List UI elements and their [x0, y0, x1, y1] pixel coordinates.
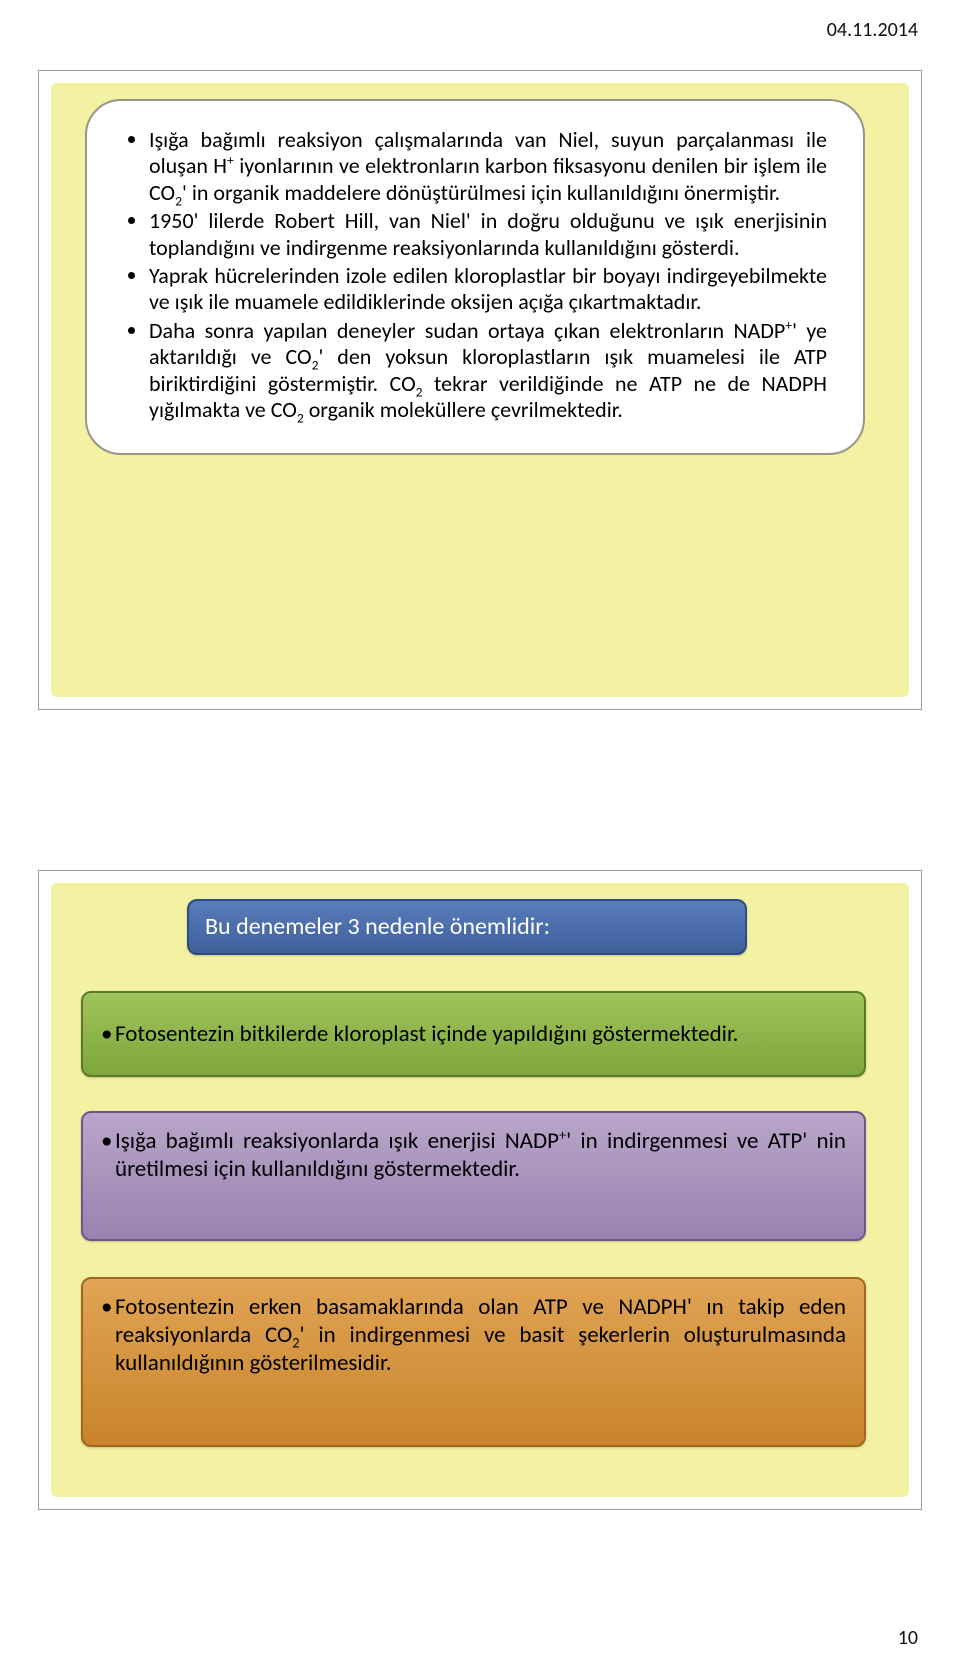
slide-1-bullet-4: Daha sonra yapılan deneyler sudan ortaya…	[149, 318, 827, 424]
slide-1: Işığa bağımlı reaksiyon çalışmalarında v…	[38, 70, 922, 710]
slide-2-title-box: Bu denemeler 3 nedenle önemlidir:	[187, 899, 747, 955]
page-date: 04.11.2014	[827, 18, 918, 42]
slide-2-box-b-text: • Işığa bağımlı reaksiyonlarda ışık ener…	[101, 1127, 846, 1183]
slide-2-box-c-text: • Fotosentezin erken basamaklarında olan…	[101, 1293, 846, 1377]
page-number: 10	[898, 1626, 918, 1650]
slide-1-list: Işığa bağımlı reaksiyon çalışmalarında v…	[123, 127, 827, 423]
slide-1-bullet-1: Işığa bağımlı reaksiyon çalışmalarında v…	[149, 127, 827, 206]
slide-1-bullet-2: 1950' lilerde Robert Hill, van Niel' in …	[149, 208, 827, 261]
slide-1-content: Işığa bağımlı reaksiyon çalışmalarında v…	[85, 99, 865, 455]
slide-1-bullet-3: Yaprak hücrelerinden izole edilen klorop…	[149, 263, 827, 316]
slide-2-box-b: • Işığa bağımlı reaksiyonlarda ışık ener…	[81, 1111, 866, 1241]
slide-2-box-a: • Fotosentezin bitkilerde kloroplast içi…	[81, 991, 866, 1077]
slide-2: Bu denemeler 3 nedenle önemlidir: • Foto…	[38, 870, 922, 1510]
slide-2-title-text: Bu denemeler 3 nedenle önemlidir:	[205, 912, 550, 941]
slide-2-box-c: • Fotosentezin erken basamaklarında olan…	[81, 1277, 866, 1447]
slide-2-box-a-text: • Fotosentezin bitkilerde kloroplast içi…	[101, 1020, 738, 1048]
